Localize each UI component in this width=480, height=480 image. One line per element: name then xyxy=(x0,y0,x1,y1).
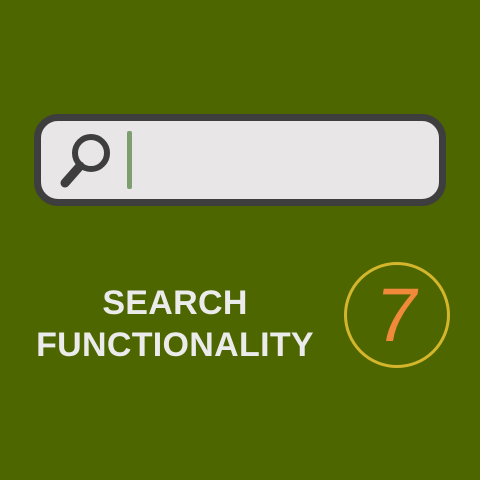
caption-line-1: SEARCH xyxy=(102,284,248,322)
search-input[interactable] xyxy=(127,131,427,189)
text-caret xyxy=(127,131,132,189)
search-bar[interactable] xyxy=(34,114,446,206)
number-badge: 7 xyxy=(344,262,450,368)
caption-title: SEARCH FUNCTIONALITY xyxy=(10,282,340,366)
badge-number: 7 xyxy=(369,273,425,358)
search-icon xyxy=(57,131,113,197)
caption-line-2: FUNCTIONALITY xyxy=(36,326,314,364)
